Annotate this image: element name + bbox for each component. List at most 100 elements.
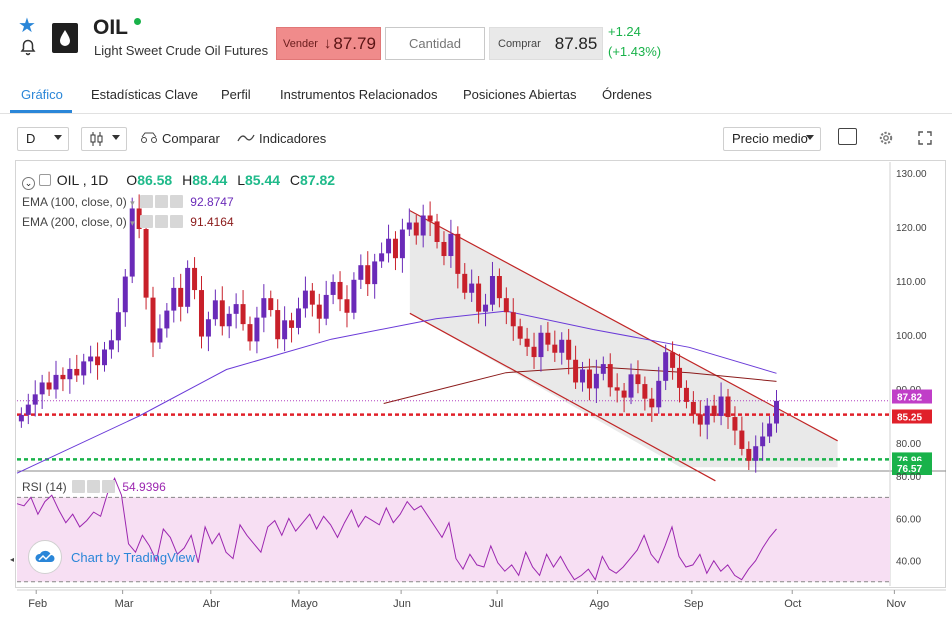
candle-body [46,382,52,390]
candle [32,380,38,417]
interval-select[interactable]: D [17,127,69,151]
rsi-legend: RSI (14) 54.9396 [22,480,166,494]
gear-icon[interactable] [87,480,101,493]
candle-body [732,417,738,431]
indicators-button[interactable]: Indicadores [237,131,326,146]
quantity-input[interactable] [385,27,485,60]
eye-icon[interactable] [139,215,153,228]
bell-icon[interactable] [18,37,38,57]
candle-body [635,374,641,385]
candle-body [240,304,246,325]
tab-perfil[interactable]: Perfil [221,87,251,102]
candle-body [656,380,662,408]
fullscreen-icon[interactable] [917,130,933,146]
candle-body [254,317,260,342]
candle-body [108,340,114,350]
candle-body [413,222,419,236]
candle-body [517,326,523,339]
candle [74,354,80,382]
buy-button[interactable]: Comprar 87.85 [489,27,603,60]
compare-button[interactable]: Comparar [140,131,220,146]
candle-body [282,320,288,340]
candle [607,353,613,397]
tab-ordenes[interactable]: Órdenes [602,87,652,102]
rsi-line [16,477,777,581]
candle [420,204,426,248]
star-icon[interactable]: ★ [18,15,36,37]
sell-button[interactable]: Vender ↓ 87.79 [276,27,381,60]
candle-body [157,328,163,343]
oil-drop-logo-icon [52,23,78,53]
candle-body [476,283,482,312]
close-icon[interactable] [102,480,116,493]
candle [275,299,281,349]
candle-body [462,273,468,293]
rsi-band [17,497,890,582]
candle [39,374,45,409]
candle-body [690,401,696,415]
candle [753,435,759,473]
rsi-value: 54.9396 [122,480,166,494]
price-tag-label: 76.57 [897,464,922,475]
compare-label: Comparar [162,131,220,146]
candle [185,260,191,314]
candle [289,312,295,343]
eye-icon[interactable] [72,480,86,493]
tab-posiciones-abiertas[interactable]: Posiciones Abiertas [463,87,577,102]
candle [455,226,461,289]
candle [115,298,121,353]
candle-body [552,344,558,353]
tab-grafico[interactable]: Gráfico [21,87,63,102]
square-icon[interactable] [838,128,857,145]
candle-body [379,253,385,262]
candle-body [302,290,308,309]
scroll-left-icon[interactable]: ◂ [10,555,15,564]
candle [302,276,308,318]
candle [663,344,669,391]
candle-body [503,298,509,313]
tab-instrumentos-relacionados[interactable]: Instrumentos Relacionados [280,87,438,102]
gear-icon[interactable] [154,215,168,228]
close-icon[interactable] [169,195,183,208]
instrument-header: ★ OIL Light Sweet Crude Oil Futures Vend… [0,0,952,78]
ema200-line [383,366,777,404]
chevron-down-icon[interactable]: ▾ [130,198,135,208]
candle-body [115,312,121,341]
time-tick-label: Mayo [291,598,318,610]
rsi-label: RSI (14) [22,480,67,494]
chevron-down-icon [112,135,120,140]
hide-series-icon[interactable] [38,174,51,186]
candle [441,231,447,266]
close-value: 87.82 [300,172,336,188]
candle-body [25,404,31,415]
candle [178,273,184,322]
chart-frame [15,160,946,588]
chart-type-select[interactable] [81,127,127,151]
candle-body [510,312,516,327]
chevron-down-icon[interactable]: ▾ [130,218,135,228]
candle [545,321,551,352]
candle [143,221,149,310]
candle [503,287,509,325]
candle-body [559,339,565,353]
tradingview-watermark[interactable]: Chart by TradingView [28,540,195,574]
time-tick-label: Nov [886,598,906,610]
candle-body [593,373,599,389]
close-icon[interactable] [169,215,183,228]
gear-icon[interactable] [878,130,894,146]
candle-body [226,313,232,327]
collapse-icon[interactable]: ⌄ [22,177,35,190]
price-mode-select[interactable]: Precio medio [723,127,821,151]
candle-body [607,364,613,388]
candle [600,356,606,381]
candle [586,358,592,401]
candle-body [600,364,606,374]
candle-body [531,346,537,358]
active-tab-indicator [10,110,72,113]
eye-icon[interactable] [139,195,153,208]
gear-icon[interactable] [154,195,168,208]
tab-estadisticas-clave[interactable]: Estadísticas Clave [91,87,198,102]
candle-body [718,396,724,416]
candle [739,416,745,456]
